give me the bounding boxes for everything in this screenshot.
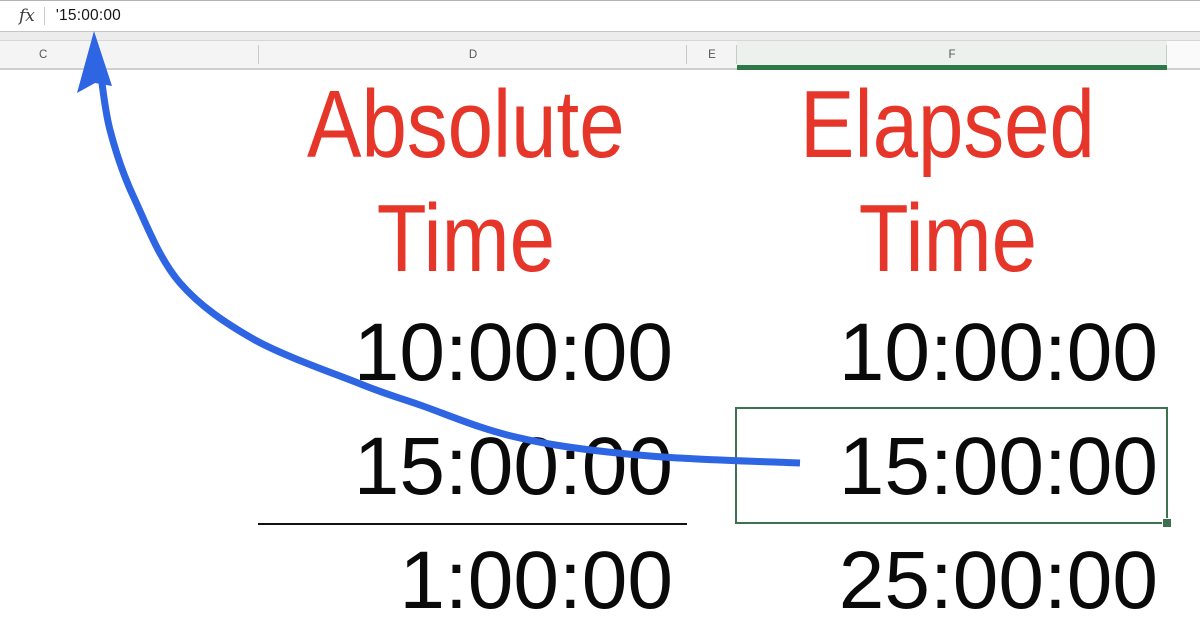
cell-d-difference-result[interactable]: 1:00:00 bbox=[399, 535, 673, 626]
cell-f-sum-result[interactable]: 25:00:00 bbox=[838, 535, 1158, 626]
cell-d-title-line1[interactable]: Absolute bbox=[259, 68, 687, 182]
header-separator bbox=[736, 45, 737, 64]
cell-f-elapsed-time-2-selected[interactable]: 15:00:00 bbox=[838, 421, 1158, 512]
cell-d-absolute-time-2[interactable]: 15:00:00 bbox=[353, 421, 673, 512]
column-header-e[interactable]: E bbox=[708, 48, 716, 61]
cell-d-absolute-time-1[interactable]: 10:00:00 bbox=[353, 307, 673, 398]
cell-text: Time bbox=[376, 185, 556, 292]
cell-f-title-line2[interactable]: Time bbox=[737, 182, 1167, 296]
cell-text: Time bbox=[858, 185, 1037, 292]
cell-text: Absolute bbox=[307, 71, 625, 178]
column-header-g-partial[interactable] bbox=[1167, 41, 1200, 68]
header-separator bbox=[258, 45, 259, 64]
cell-text: Elapsed bbox=[800, 71, 1095, 178]
fill-handle[interactable] bbox=[1162, 518, 1172, 528]
cell-f-title-line1[interactable]: Elapsed bbox=[737, 68, 1167, 182]
formula-bar-divider bbox=[43, 7, 45, 25]
column-header-d[interactable]: D bbox=[468, 48, 478, 61]
cell-d-title-line2[interactable]: Time bbox=[259, 182, 687, 296]
selected-column-indicator bbox=[737, 65, 1167, 70]
header-separator bbox=[686, 45, 687, 64]
insert-function-fx-icon[interactable]: fx bbox=[19, 5, 35, 26]
formula-bar: fx '15:00:00 bbox=[0, 0, 1200, 32]
selected-cell-border bbox=[735, 407, 1172, 528]
header-separator bbox=[1166, 45, 1167, 64]
subtraction-underline bbox=[258, 523, 687, 525]
formula-input[interactable]: '15:00:00 bbox=[55, 7, 121, 24]
formula-bar-gap bbox=[0, 32, 1200, 41]
cell-f-elapsed-time-1[interactable]: 10:00:00 bbox=[838, 307, 1158, 398]
column-header-f-selected[interactable]: F bbox=[737, 41, 1167, 68]
column-header-c[interactable]: C bbox=[39, 48, 48, 61]
